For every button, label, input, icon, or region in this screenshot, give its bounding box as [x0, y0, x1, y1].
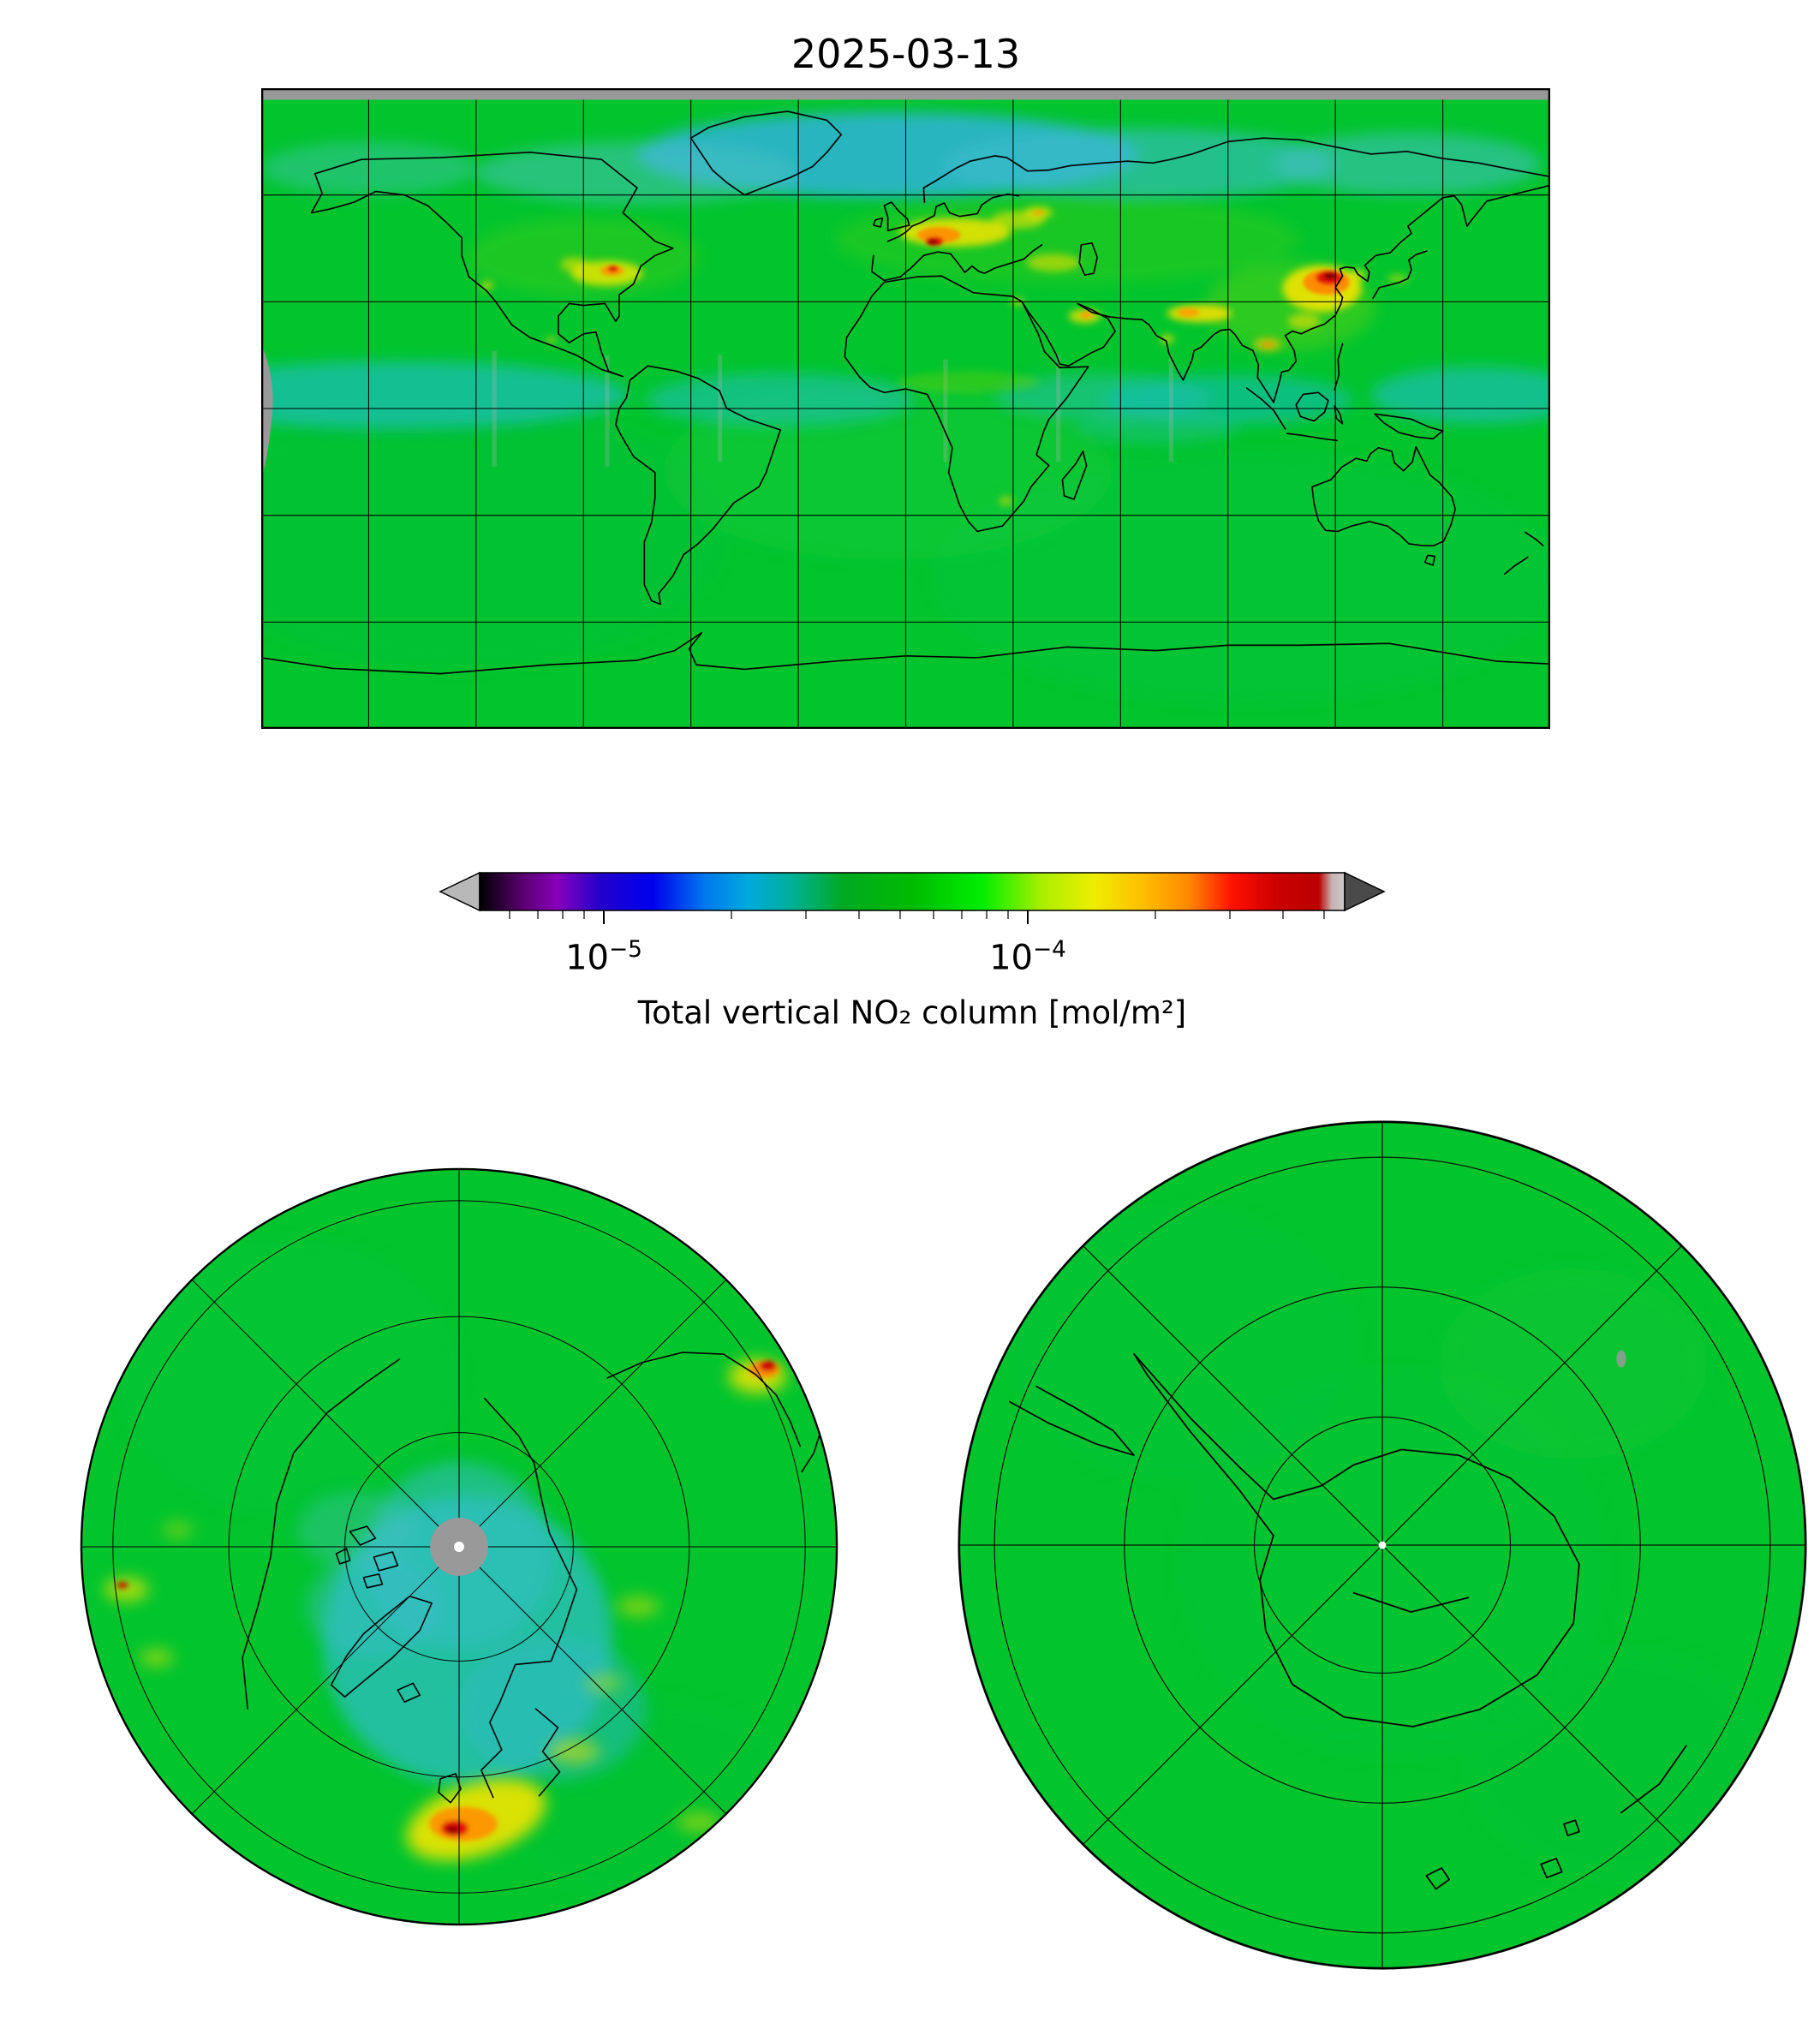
colorbar-minor-ticks [509, 910, 1325, 919]
south-polar-boundary [958, 1120, 1807, 1970]
global-map-panel [260, 87, 1551, 730]
missing-data-sliver [261, 348, 273, 473]
colorbar-svg [439, 871, 1386, 924]
colorbar-tick-1e-5: 10−5 [565, 936, 642, 978]
north-polar-svg [80, 1167, 838, 1926]
global-map-svg [260, 87, 1551, 730]
north-polar-boundary [80, 1167, 838, 1926]
colorbar-tick-1e-4: 10−4 [989, 936, 1066, 978]
north-pole-dot [454, 1542, 464, 1552]
polar-cap-missing-strip [261, 88, 1550, 100]
north-polar-panel [75, 1163, 843, 1931]
colorbar-label: Total vertical NO₂ column [mol/m²] [637, 994, 1187, 1031]
south-polar-coastlines [1009, 1352, 1687, 1890]
south-pole-dot [1378, 1541, 1387, 1549]
colorbar-panel: 10−5 10−4 Total vertical NO₂ column [mol… [428, 861, 1456, 1058]
colorbar-over-arrow [1344, 871, 1386, 912]
south-polar-missing-speck [1616, 1350, 1626, 1368]
colorbar-under-arrow [439, 871, 480, 912]
map-frame [260, 87, 1551, 730]
south-polar-panel [952, 1115, 1812, 1975]
colorbar-gradient-bar [479, 872, 1346, 911]
south-polar-svg [958, 1120, 1807, 1970]
colorbar-major-ticks [603, 910, 1029, 924]
coastlines [261, 110, 1550, 675]
map-gridlines [261, 88, 1550, 730]
figure-title: 2025-03-13 [791, 31, 1021, 77]
no2-hotspots [480, 206, 1409, 506]
